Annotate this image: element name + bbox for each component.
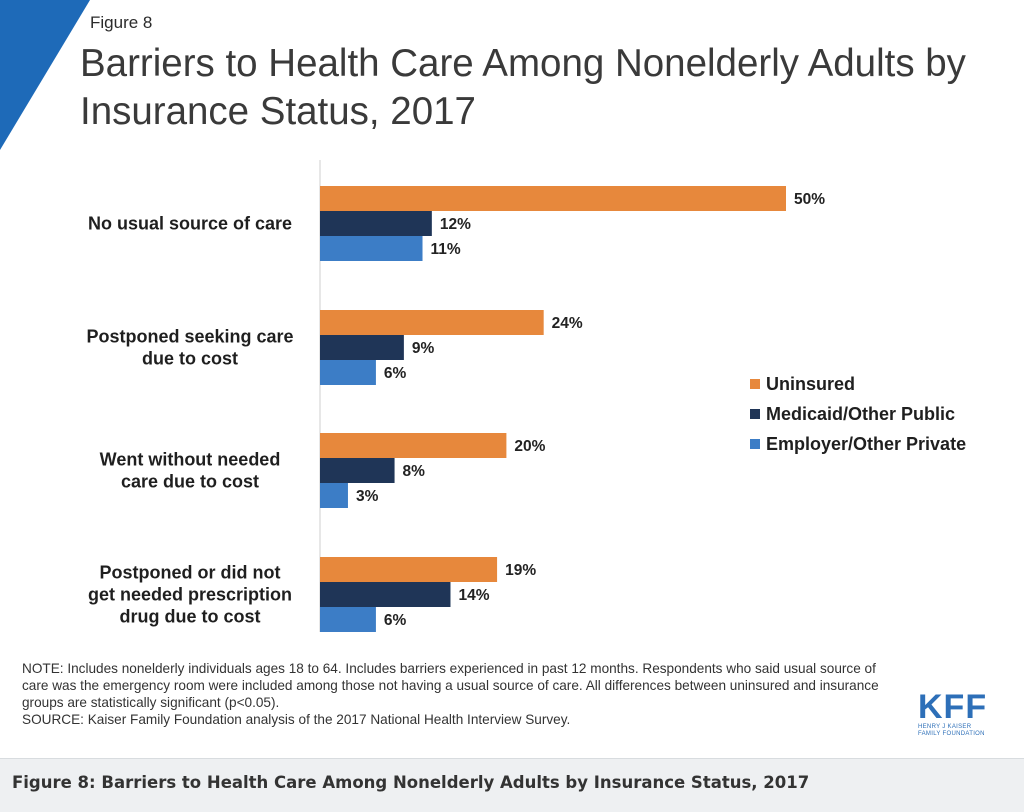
note-text: NOTE: Includes nonelderly individuals ag… <box>22 661 879 710</box>
value-label-employer-3: 6% <box>384 612 407 629</box>
bar-chart: 50% 12% 11% No usual source of care 24% 9% 6% P… <box>86 160 825 632</box>
bar-employer-0 <box>320 236 423 261</box>
value-label-medicaid-2: 8% <box>403 463 426 480</box>
bar-medicaid-2 <box>320 458 395 483</box>
bar-employer-3 <box>320 607 376 632</box>
legend: Uninsured Medicaid/Other Public Employer… <box>750 369 966 459</box>
bar-uninsured-0 <box>320 186 786 211</box>
legend-item-employer: Employer/Other Private <box>750 429 966 459</box>
legend-item-uninsured: Uninsured <box>750 369 966 399</box>
value-label-employer-1: 6% <box>384 365 407 382</box>
value-label-uninsured-3: 19% <box>505 562 536 579</box>
value-label-uninsured-2: 20% <box>514 438 545 455</box>
legend-swatch-uninsured <box>750 379 760 389</box>
bar-employer-2 <box>320 483 348 508</box>
legend-label-uninsured: Uninsured <box>766 373 856 394</box>
bar-medicaid-3 <box>320 582 451 607</box>
bar-employer-1 <box>320 360 376 385</box>
kff-logo: KFF HENRY J KAISER FAMILY FOUNDATION <box>918 690 998 738</box>
value-label-medicaid-3: 14% <box>458 587 489 604</box>
chart-title: Barriers to Health Care Among Nonelderly… <box>80 42 966 133</box>
bar-medicaid-0 <box>320 211 432 236</box>
value-label-employer-0: 11% <box>431 241 461 258</box>
figure-caption: Figure 8: Barriers to Health Care Among … <box>12 773 810 792</box>
corner-decoration <box>0 0 90 150</box>
logo-text: KFF <box>918 688 988 726</box>
chart-notes: NOTE: Includes nonelderly individuals ag… <box>22 660 892 728</box>
legend-swatch-medicaid <box>750 409 760 419</box>
legend-item-medicaid: Medicaid/Other Public <box>750 399 966 429</box>
category-label-1: Postponed seeking care due to cost <box>86 327 293 369</box>
figure-label: Figure 8 <box>90 13 153 32</box>
caption-bar: Figure 8: Barriers to Health Care Among … <box>0 758 1024 812</box>
legend-label-employer: Employer/Other Private <box>766 433 967 454</box>
source-text: SOURCE: Kaiser Family Foundation analysi… <box>22 712 571 727</box>
legend-label-medicaid: Medicaid/Other Public <box>766 403 956 424</box>
bar-uninsured-1 <box>320 310 544 335</box>
value-label-medicaid-1: 9% <box>412 340 435 357</box>
logo-subtext-1: HENRY J KAISER <box>918 724 972 730</box>
category-label-3: Postponed or did not get needed prescript… <box>88 563 292 627</box>
legend-swatch-employer <box>750 439 760 449</box>
category-label-2: Went without needed care due to cost <box>100 450 281 492</box>
value-label-uninsured-0: 50% <box>794 191 825 208</box>
value-label-employer-2: 3% <box>356 488 379 505</box>
category-label-0: No usual source of care <box>88 214 292 234</box>
value-label-medicaid-0: 12% <box>440 216 471 233</box>
bar-uninsured-3 <box>320 557 498 582</box>
logo-subtext-2: FAMILY FOUNDATION <box>918 731 985 737</box>
bar-medicaid-1 <box>320 335 404 360</box>
bar-uninsured-2 <box>320 433 507 458</box>
value-label-uninsured-1: 24% <box>552 315 583 332</box>
